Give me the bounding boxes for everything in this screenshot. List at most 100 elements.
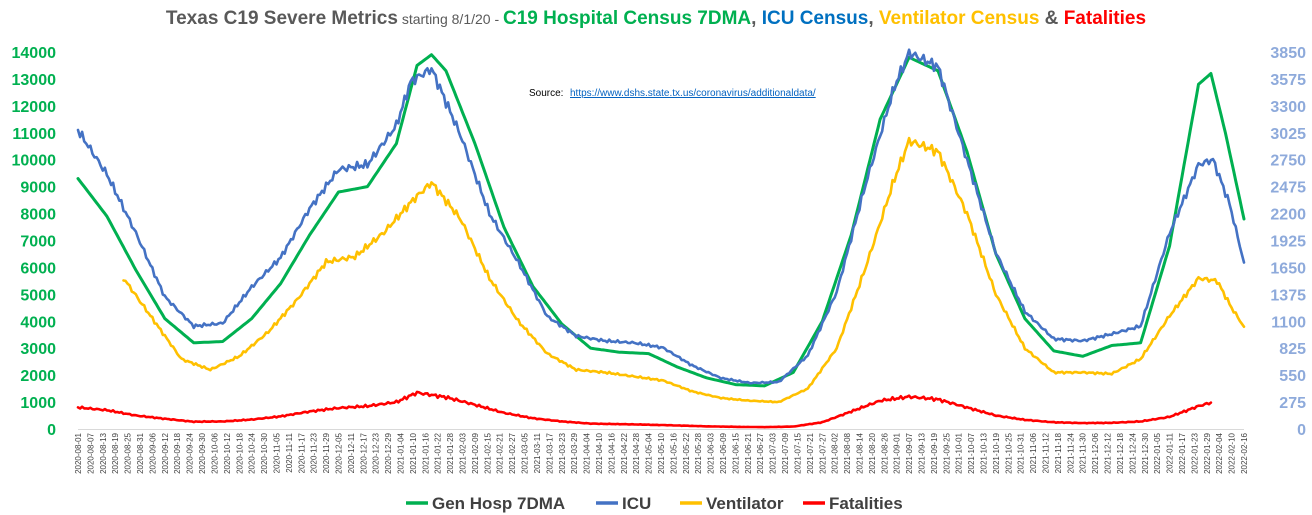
y-left-tick-label: 3000 [20,341,56,358]
y-right-tick-label: 825 [1279,341,1306,358]
x-tick-label: 2021-08-20 [868,432,877,473]
x-tick-label: 2020-09-24 [186,432,195,473]
y-axis-left: 0 1000 2000 3000 4000 5000 6000 7000 8000 9000 100… [12,45,57,439]
x-tick-label: 2020-11-17 [297,432,306,473]
x-tick-label: 2021-04-10 [595,432,604,473]
x-tick-label: 2020-11-23 [310,432,319,473]
x-tick-label: 2021-05-04 [645,432,654,473]
y-left-tick-label: 10000 [12,153,57,170]
y-left-tick-label: 4000 [20,314,56,331]
x-tick-label: 2021-04-04 [583,432,592,473]
x-tick-label: 2021-12-24 [1128,432,1137,473]
x-tick-label: 2021-10-25 [1004,432,1013,473]
x-tick-label: 2021-07-15 [793,432,802,473]
x-tick-label: 2020-10-24 [248,432,257,473]
title-part: , [868,8,879,29]
title-part: Fatalities [1064,8,1146,29]
x-tick-label: 2021-03-05 [521,432,530,473]
x-tick-label: 2021-12-06 [1091,432,1100,473]
x-tick-label: 2021-10-31 [1017,432,1026,473]
x-tick-label: 2021-08-14 [855,432,864,473]
y-right-tick-label: 3025 [1270,126,1306,143]
x-tick-label: 2021-11-12 [1042,432,1051,473]
x-tick-label: 2020-10-06 [210,432,219,473]
x-tick-label: 2021-08-02 [831,432,840,473]
y-right-tick-label: 0 [1297,422,1306,439]
x-tick-label: 2020-08-13 [99,432,108,473]
y-right-tick-label: 275 [1279,395,1306,412]
y-left-tick-label: 12000 [12,99,57,116]
x-tick-label: 2020-12-11 [347,432,356,473]
chart-title: Texas C19 Severe Metrics starting 8/1/20… [166,8,1146,29]
x-tick-label: 2021-02-21 [496,432,505,473]
x-tick-label: 2020-11-29 [322,432,331,473]
y-right-tick-label: 1925 [1270,234,1306,251]
legend-label: Gen Hosp 7DMA [432,494,565,513]
x-tick-label: 2021-02-09 [471,432,480,473]
y-right-tick-label: 3850 [1270,45,1306,62]
x-tick-label: 2021-08-08 [843,432,852,473]
x-tick-label: 2020-10-12 [223,432,232,473]
x-tick-label: 2021-05-10 [657,432,666,473]
x-tick-label: 2021-10-01 [955,432,964,473]
x-tick-label: 2021-11-06 [1029,432,1038,473]
x-tick-label: 2020-08-31 [136,432,145,473]
x-tick-label: 2021-06-09 [719,432,728,473]
x-tick-label: 2021-01-22 [434,432,443,473]
x-tick-label: 2020-08-01 [74,432,83,473]
y-left-tick-label: 2000 [20,368,56,385]
x-tick-label: 2021-08-26 [880,432,889,473]
x-tick-label: 2022-02-04 [1215,432,1224,473]
title-part: , [751,8,762,29]
x-tick-label: 2020-08-19 [111,432,120,473]
x-tick-label: 2021-05-16 [669,432,678,473]
y-right-tick-label: 2475 [1270,180,1306,197]
title-part: C19 Hospital Census 7DMA [503,8,751,29]
x-tick-label: 2021-09-01 [893,432,902,473]
legend: Gen Hosp 7DMA ICU Ventilator Fatalities [406,494,903,513]
title-part: Ventilator Census [879,8,1040,29]
x-tick-label: 2021-03-17 [545,432,554,473]
legend-label: Fatalities [829,494,903,513]
series-line-gen-hosp-7dma [76,53,1246,388]
source-link[interactable]: https://www.dshs.state.tx.us/coronavirus… [570,88,816,99]
x-tick-label: 2021-11-18 [1054,432,1063,473]
series-line-fatalities [76,390,1213,429]
x-tick-label: 2022-01-11 [1166,432,1175,473]
x-tick-label: 2020-10-18 [235,432,244,473]
x-tick-label: 2021-02-03 [459,432,468,473]
y-left-tick-label: 0 [47,422,56,439]
x-tick-label: 2021-04-16 [607,432,616,473]
y-right-tick-label: 3575 [1270,72,1306,89]
x-tick-label: 2021-01-10 [409,432,418,473]
x-tick-label: 2020-12-05 [334,432,343,473]
x-tick-label: 2020-09-18 [173,432,182,473]
x-tick-label: 2021-10-19 [992,432,1001,473]
x-tick-label: 2021-07-03 [769,432,778,473]
x-tick-label: 2021-01-04 [397,432,406,473]
x-tick-label: 2020-08-25 [124,432,133,473]
x-tick-label: 2021-07-27 [818,432,827,473]
x-tick-label: 2021-05-22 [682,432,691,473]
y-left-tick-label: 7000 [20,234,56,251]
x-tick-label: 2021-04-22 [620,432,629,473]
x-tick-label: 2020-09-06 [148,432,157,473]
x-tick-label: 2020-11-05 [272,432,281,473]
x-tick-label: 2021-09-13 [917,432,926,473]
title-part: Texas C19 Severe Metrics [166,8,398,29]
x-tick-label: 2021-12-18 [1116,432,1125,473]
y-right-tick-label: 550 [1279,368,1306,385]
source-label: Source: [529,88,563,99]
x-tick-label: 2021-06-03 [707,432,716,473]
x-axis: 2020-08-01 2020-08-07 2020-08-13 2020-08-19… [74,429,1249,474]
x-tick-label: 2020-10-30 [260,432,269,473]
plot-area [76,48,1246,429]
x-tick-label: 2022-02-16 [1240,432,1249,473]
title-part: starting 8/1/20 - [398,11,503,27]
x-tick-label: 2021-03-23 [558,432,567,473]
x-tick-label: 2020-11-11 [285,432,294,472]
x-tick-label: 2020-09-30 [198,432,207,473]
x-tick-label: 2020-08-07 [86,432,95,473]
x-tick-label: 2021-11-24 [1066,432,1075,473]
